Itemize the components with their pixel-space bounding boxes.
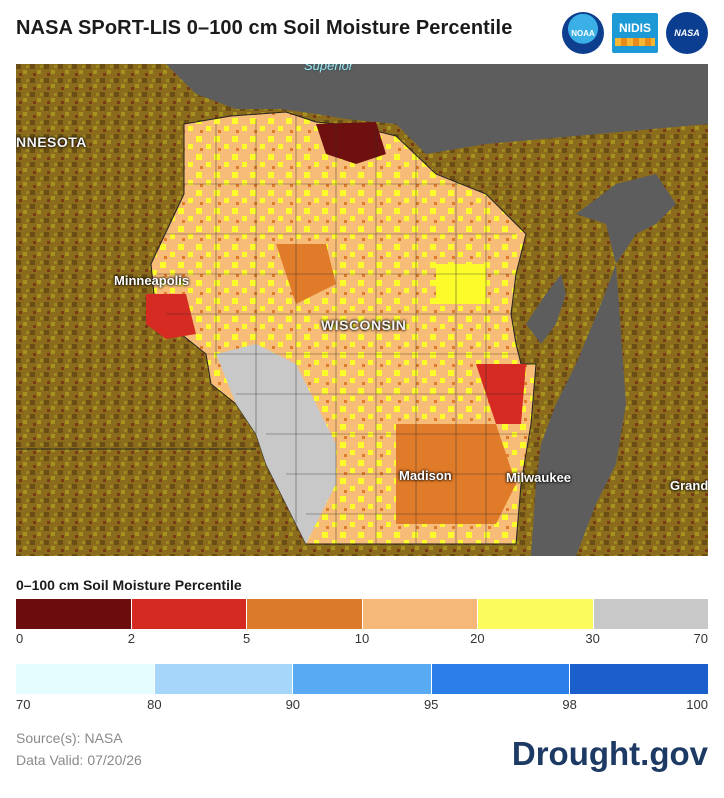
label-minneapolis: Minneapolis — [114, 273, 190, 288]
lake-michigan — [531, 174, 676, 556]
legend-wet-tick-label: 90 — [285, 697, 301, 712]
label-wisconsin: WISCONSIN — [321, 317, 407, 333]
nasa-logo-text: NASA — [674, 28, 700, 38]
noaa-logo: NOAA — [562, 12, 604, 54]
wi-dry-north — [316, 122, 386, 164]
source-text: Source(s): NASA — [16, 730, 123, 746]
wi-yellow-block — [436, 264, 486, 304]
legend-wet-tick-label: 98 — [562, 697, 577, 712]
legend-dry-tick-label: 30 — [585, 631, 600, 646]
label-madison: Madison — [399, 468, 452, 483]
page-title: NASA SPoRT-LIS 0–100 cm Soil Moisture Pe… — [16, 17, 513, 39]
logo-group: NOAA NIDIS NASA — [562, 12, 708, 54]
legend-wet-swatch — [16, 664, 155, 694]
legend-wet-ticks: 70 80 90 95 98 100 — [16, 697, 708, 715]
legend-wet-scale — [16, 664, 708, 694]
county-boundaries — [156, 114, 531, 544]
legend-dry-scale — [16, 599, 708, 629]
drought-gov-link[interactable]: Drought.gov — [511, 735, 708, 772]
legend-wet-swatch — [293, 664, 432, 694]
legend-dry-swatch — [247, 599, 363, 629]
soil-moisture-map[interactable]: Superior NNESOTA WISCONSIN Minneapolis M… — [16, 64, 708, 556]
legend-dry-swatch — [131, 599, 247, 629]
label-lake-superior: Superior — [304, 64, 354, 73]
source-block: Source(s): NASA Data Valid: 07/20/26 — [16, 727, 142, 771]
mpls-dry-patch — [146, 294, 196, 339]
legend-dry-ticks: 0 2 5 10 20 30 70 — [16, 631, 708, 649]
legend-wet-swatch — [154, 664, 294, 694]
legend-dry-swatch — [362, 599, 478, 629]
legend-wet-tick-label: 95 — [423, 697, 439, 712]
nidis-logo-text: NIDIS — [618, 20, 651, 35]
legend-dry-swatch — [593, 599, 708, 629]
legend-dry-swatch — [478, 599, 594, 629]
noaa-logo-text: NOAA — [571, 28, 595, 38]
legend-dry-tick-label: 5 — [243, 631, 251, 646]
legend-dry-tick-label: 10 — [354, 631, 370, 646]
label-milwaukee: Milwaukee — [506, 470, 572, 485]
label-grand: Grand — [670, 478, 708, 493]
map-canvas — [16, 64, 708, 556]
legend-wet-tick-label: 100 — [686, 697, 708, 712]
legend-dry-tick-label: 20 — [470, 631, 485, 646]
nasa-logo: NASA — [666, 12, 708, 54]
legend-dry-swatch — [16, 599, 132, 629]
legend-title: 0–100 cm Soil Moisture Percentile — [16, 577, 242, 593]
lake-superior — [166, 64, 708, 154]
nidis-logo: NIDIS — [612, 13, 658, 53]
label-minnesota: NNESOTA — [16, 134, 87, 150]
legend-dry-tick-label: 2 — [127, 631, 135, 646]
legend-dry-tick-label: 70 — [693, 631, 708, 646]
legend-dry-tick-label: 0 — [16, 631, 24, 646]
legend-wet-tick-label: 70 — [16, 697, 31, 712]
legend-wet-swatch — [570, 664, 708, 694]
legend-wet-swatch — [431, 664, 571, 694]
data-valid-text: Data Valid: 07/20/26 — [16, 752, 142, 768]
green-bay — [526, 274, 566, 344]
legend-wet-tick-label: 80 — [147, 697, 162, 712]
